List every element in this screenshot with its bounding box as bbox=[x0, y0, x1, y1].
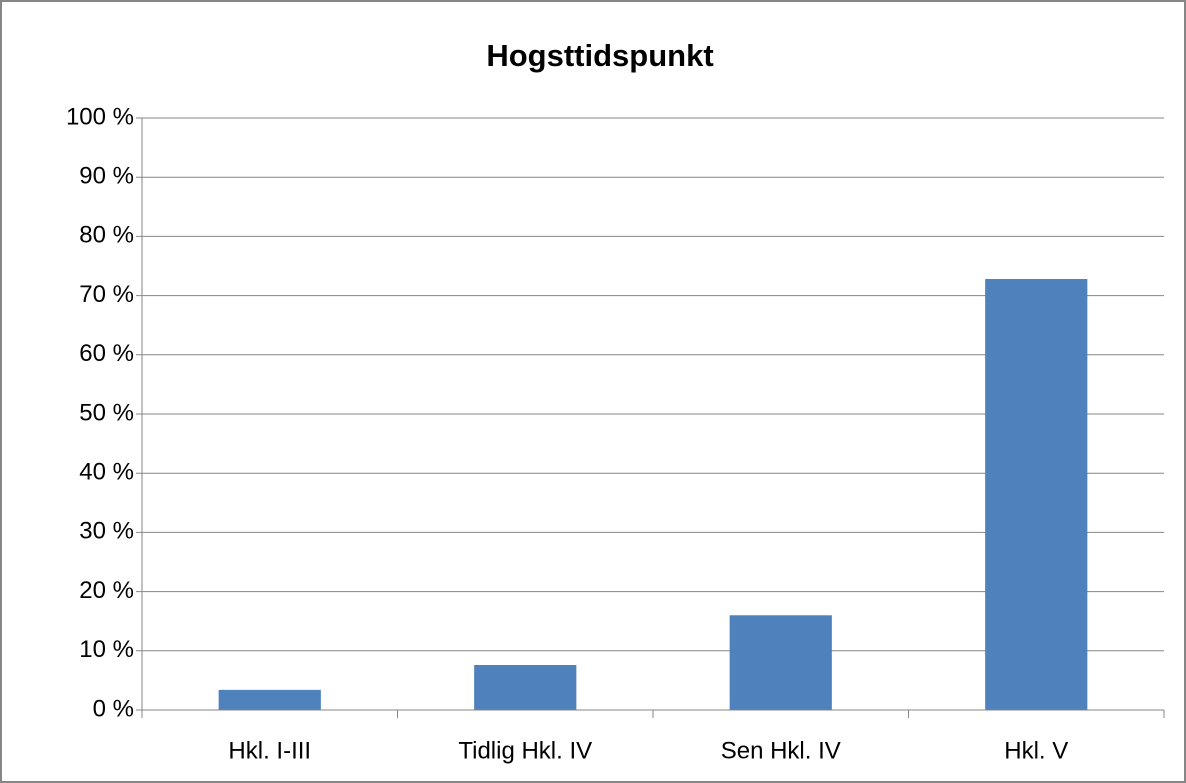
y-tick-label: 70 % bbox=[79, 281, 134, 308]
y-tick-label: 0 % bbox=[93, 695, 134, 722]
chart-title: Hogsttidspunkt bbox=[486, 38, 713, 73]
y-tick-label: 100 % bbox=[66, 103, 134, 130]
y-tick-label: 50 % bbox=[79, 399, 134, 426]
x-tick-label: Hkl. I-III bbox=[228, 737, 311, 764]
x-tick-label: Tidlig Hkl. IV bbox=[458, 737, 592, 764]
bar bbox=[729, 615, 832, 710]
bar bbox=[218, 689, 321, 710]
y-tick-label: 20 % bbox=[79, 577, 134, 604]
bar bbox=[474, 665, 577, 710]
y-tick-label: 40 % bbox=[79, 459, 134, 486]
x-tick-label: Sen Hkl. IV bbox=[721, 737, 841, 764]
y-tick-label: 60 % bbox=[79, 340, 134, 367]
x-tick-label: Hkl. V bbox=[1004, 737, 1068, 764]
y-tick-label: 90 % bbox=[79, 163, 134, 190]
bar bbox=[985, 279, 1088, 710]
y-tick-label: 80 % bbox=[79, 222, 134, 249]
y-tick-label: 10 % bbox=[79, 636, 134, 663]
y-tick-label: 30 % bbox=[79, 518, 134, 545]
